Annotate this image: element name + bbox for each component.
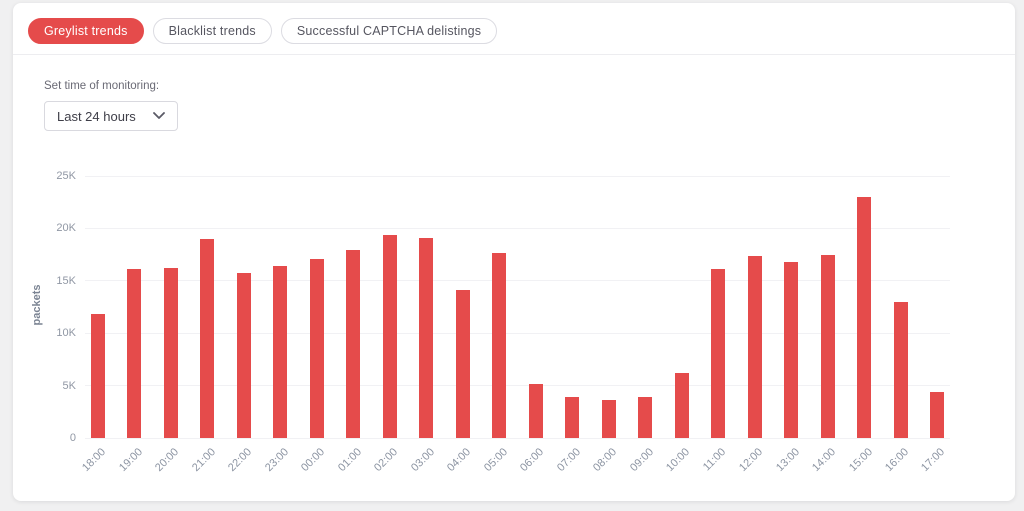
x-tick-label: 22:00 [226,446,255,474]
x-tick-label: 03:00 [408,446,437,474]
bar-00:00[interactable] [309,258,324,438]
gridline [85,332,950,334]
x-tick-label: 14:00 [810,446,839,474]
bar-12:00[interactable] [747,255,762,438]
bar-16:00[interactable] [893,301,908,438]
tab-captcha-delistings[interactable]: Successful CAPTCHA delistings [280,18,498,44]
bar-02:00[interactable] [382,234,397,438]
packets-bar-chart: packets 0 5K 10K 15K 20K 25K 18:00 19:00 20:00 21… [31,170,950,474]
bar-04:00[interactable] [455,290,470,438]
gridline [85,280,950,282]
time-range-value: Last 24 hours [57,108,136,124]
dashboard-card: Greylist trends Blacklist trends Success… [13,3,1015,501]
time-range-select[interactable]: Last 24 hours [44,101,178,131]
bar-18:00[interactable] [91,314,105,438]
gridline [85,227,950,229]
x-tick-label: 04:00 [445,446,474,474]
bar-14:00[interactable] [820,254,835,438]
gridline [85,385,950,387]
bar-15:00[interactable] [857,196,872,438]
bar-10:00[interactable] [674,373,689,438]
y-tick-label: 10K [56,327,76,340]
bar-08:00[interactable] [601,400,616,438]
x-tick-label: 15:00 [846,446,875,474]
x-tick-label: 09:00 [627,446,656,474]
time-of-monitoring-label: Set time of monitoring: [44,80,160,92]
plot-area: 0 5K 10K 15K 20K 25K 18:00 19:00 20:00 21:00 22:00… [56,170,950,474]
trend-tabs: Greylist trends Blacklist trends Success… [28,18,498,44]
bar-23:00[interactable] [273,266,288,438]
bar-05:00[interactable] [492,252,507,438]
bar-21:00[interactable] [200,238,215,438]
x-tick-label: 07:00 [554,446,583,474]
x-tick-label: 00:00 [299,446,328,474]
tab-blacklist-trends[interactable]: Blacklist trends [152,18,272,44]
x-tick-label: 10:00 [664,446,693,474]
y-axis-title: packets [31,284,43,326]
x-tick-label: 06:00 [518,446,547,474]
bar-06:00[interactable] [528,383,543,438]
x-tick-label: 21:00 [189,446,218,474]
x-tick-label: 08:00 [591,446,620,474]
bar-13:00[interactable] [784,261,799,438]
y-tick-label: 15K [56,274,76,287]
gridline [85,437,950,439]
bar-19:00[interactable] [127,269,142,438]
x-tick-label: 13:00 [773,446,802,474]
tab-greylist-trends[interactable]: Greylist trends [28,18,144,44]
x-tick-label: 20:00 [153,446,182,474]
y-tick-label: 20K [56,222,76,235]
y-tick-label: 25K [56,170,76,182]
bar-22:00[interactable] [236,273,251,438]
x-tick-label: 16:00 [883,446,912,474]
bar-11:00[interactable] [711,269,726,438]
gridline [85,175,950,177]
bar-17:00[interactable] [930,391,944,438]
chevron-down-icon [153,112,165,120]
tabs-divider [13,54,1015,55]
x-tick-label: 19:00 [117,446,145,474]
bar-20:00[interactable] [163,268,178,438]
x-tick-label: 01:00 [335,446,364,474]
y-tick-label: 0 [69,432,76,444]
y-tick-label: 5K [62,379,76,392]
x-tick-label: 17:00 [919,446,948,474]
bar-03:00[interactable] [419,237,434,438]
x-tick-label: 12:00 [737,446,766,474]
x-tick-label: 05:00 [481,446,510,474]
x-tick-label: 18:00 [80,446,109,474]
bar-01:00[interactable] [346,250,361,438]
bar-07:00[interactable] [565,397,580,438]
x-tick-label: 23:00 [262,446,291,474]
bar-09:00[interactable] [638,397,653,438]
x-tick-label: 11:00 [701,446,729,474]
x-tick-label: 02:00 [372,446,401,474]
